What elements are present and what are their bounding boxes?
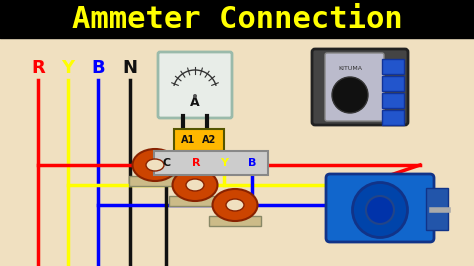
Text: N: N	[122, 59, 137, 77]
FancyBboxPatch shape	[325, 53, 384, 121]
Text: Y: Y	[62, 59, 74, 77]
Text: A1: A1	[182, 135, 196, 145]
Circle shape	[332, 77, 368, 113]
FancyBboxPatch shape	[382, 59, 404, 74]
Ellipse shape	[186, 179, 204, 191]
FancyBboxPatch shape	[426, 188, 448, 230]
Text: A: A	[190, 95, 200, 109]
Text: KITUMA: KITUMA	[338, 65, 362, 70]
Text: Y: Y	[220, 158, 228, 168]
Ellipse shape	[226, 199, 244, 211]
Text: B: B	[91, 59, 105, 77]
FancyBboxPatch shape	[174, 129, 224, 151]
Ellipse shape	[353, 182, 408, 238]
Circle shape	[193, 94, 197, 98]
FancyBboxPatch shape	[129, 176, 181, 186]
FancyBboxPatch shape	[158, 52, 232, 118]
Ellipse shape	[212, 189, 257, 221]
Ellipse shape	[133, 149, 177, 181]
Text: A2: A2	[202, 135, 217, 145]
Text: B: B	[248, 158, 256, 168]
Ellipse shape	[146, 159, 164, 171]
Ellipse shape	[366, 196, 394, 224]
Text: R: R	[192, 158, 201, 168]
Ellipse shape	[173, 169, 218, 201]
FancyBboxPatch shape	[382, 110, 404, 125]
FancyBboxPatch shape	[209, 216, 261, 226]
FancyBboxPatch shape	[169, 196, 221, 206]
FancyBboxPatch shape	[154, 151, 268, 175]
FancyBboxPatch shape	[312, 49, 408, 125]
Text: Ammeter Connection: Ammeter Connection	[72, 5, 402, 34]
Text: C: C	[162, 158, 170, 168]
FancyBboxPatch shape	[326, 174, 434, 242]
Text: R: R	[31, 59, 45, 77]
FancyBboxPatch shape	[382, 93, 404, 108]
FancyBboxPatch shape	[382, 76, 404, 91]
